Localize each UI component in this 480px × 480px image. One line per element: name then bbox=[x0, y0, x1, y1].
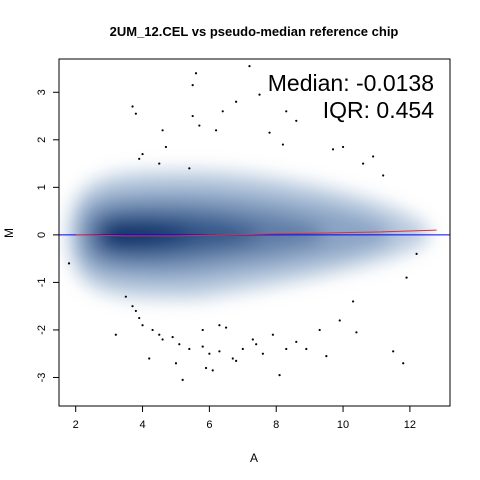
x-tick-label: 8 bbox=[273, 419, 279, 431]
outlier-point bbox=[235, 359, 238, 362]
outlier-point bbox=[405, 276, 408, 279]
outlier-point bbox=[131, 105, 134, 108]
outlier-point bbox=[261, 352, 264, 355]
outlier-point bbox=[338, 319, 341, 322]
outlier-point bbox=[194, 72, 198, 75]
outlier-point bbox=[211, 369, 214, 372]
outlier-point bbox=[271, 333, 274, 336]
outlier-point bbox=[141, 324, 144, 327]
outlier-point bbox=[191, 114, 194, 118]
outlier-point bbox=[124, 295, 127, 298]
outlier-point bbox=[224, 326, 228, 329]
outlier-point bbox=[178, 343, 181, 346]
outlier-point bbox=[362, 162, 365, 165]
plot-area-frame bbox=[58, 58, 451, 407]
y-axis: -3 -2 -1 0 1 2 3 bbox=[36, 89, 59, 382]
outlier-point bbox=[138, 316, 141, 320]
outlier-point bbox=[114, 333, 117, 336]
outlier-point bbox=[174, 362, 178, 365]
outlier-point bbox=[255, 343, 258, 346]
chart-title: 2UM_12.CEL vs pseudo-median reference ch… bbox=[110, 24, 399, 39]
outlier-point bbox=[392, 350, 395, 353]
outlier-point bbox=[201, 345, 204, 348]
outlier-point bbox=[341, 145, 345, 149]
outlier-point bbox=[188, 347, 191, 351]
outlier-point bbox=[251, 338, 254, 341]
outlier-point bbox=[295, 119, 298, 122]
outlier-point bbox=[218, 350, 221, 353]
outlier-point bbox=[218, 324, 221, 327]
outlier-point bbox=[158, 333, 161, 336]
outlier-point bbox=[198, 124, 201, 127]
outlier-point bbox=[171, 335, 174, 339]
y-tick-label: -3 bbox=[36, 373, 48, 383]
y-tick-label: 2 bbox=[36, 137, 48, 143]
x-tick-label: 2 bbox=[73, 419, 79, 431]
outlier-point bbox=[285, 347, 288, 351]
y-tick-label: -2 bbox=[36, 325, 48, 335]
outlier-point bbox=[231, 357, 234, 360]
outlier-point bbox=[382, 174, 385, 177]
x-axis-label: A bbox=[250, 451, 258, 465]
outlier-point bbox=[188, 167, 191, 170]
outlier-point bbox=[402, 362, 405, 365]
loess-curve bbox=[75, 229, 437, 237]
x-axis: 2 4 6 8 10 12 bbox=[73, 406, 416, 431]
y-axis-label: M bbox=[2, 228, 16, 238]
outlier-point bbox=[248, 65, 251, 68]
outlier-point bbox=[221, 110, 224, 113]
outlier-point bbox=[204, 366, 208, 370]
outlier-point bbox=[148, 357, 151, 360]
outlier-point bbox=[158, 162, 161, 165]
x-tick-label: 6 bbox=[206, 419, 212, 431]
outlier-point bbox=[235, 100, 238, 103]
outlier-point bbox=[355, 331, 358, 334]
outlier-point bbox=[241, 347, 244, 351]
outlier-point bbox=[138, 157, 141, 160]
outlier-point bbox=[351, 300, 355, 303]
outlier-point bbox=[201, 328, 204, 332]
x-tick-label: 12 bbox=[404, 419, 416, 431]
outlier-point bbox=[134, 309, 137, 313]
outlier-point bbox=[415, 252, 418, 255]
y-tick-label: 3 bbox=[36, 89, 48, 95]
outlier-point bbox=[372, 155, 375, 158]
outlier-point bbox=[181, 378, 184, 381]
outlier-point bbox=[268, 131, 271, 134]
iqr-annotation: IQR: 0.454 bbox=[323, 97, 434, 123]
outlier-point bbox=[281, 143, 285, 146]
y-tick-label: 1 bbox=[36, 184, 48, 190]
outlier-point bbox=[325, 354, 328, 358]
outlier-point bbox=[191, 84, 194, 87]
reference-lines bbox=[59, 229, 450, 237]
x-tick-label: 10 bbox=[337, 419, 349, 431]
y-tick-label: -1 bbox=[36, 278, 48, 288]
outlier-point bbox=[161, 338, 164, 341]
outlier-point bbox=[161, 129, 164, 132]
median-annotation: Median: -0.0138 bbox=[268, 70, 434, 96]
outlier-point bbox=[305, 347, 308, 351]
outlier-point bbox=[318, 328, 321, 332]
outlier-point bbox=[331, 148, 335, 151]
outlier-point bbox=[134, 112, 137, 115]
outlier-point bbox=[208, 352, 211, 355]
outlier-point bbox=[151, 328, 154, 332]
outlier-point bbox=[295, 340, 298, 343]
outlier-point bbox=[278, 374, 281, 377]
outlier-points bbox=[67, 65, 418, 381]
outlier-point bbox=[131, 305, 134, 308]
x-tick-label: 4 bbox=[139, 419, 145, 431]
y-tick-label: 0 bbox=[36, 232, 48, 238]
outlier-point bbox=[285, 110, 288, 113]
outlier-point bbox=[164, 145, 168, 149]
outlier-point bbox=[141, 152, 144, 156]
outlier-point bbox=[67, 262, 71, 265]
outlier-point bbox=[258, 93, 261, 96]
outlier-point bbox=[214, 129, 218, 132]
